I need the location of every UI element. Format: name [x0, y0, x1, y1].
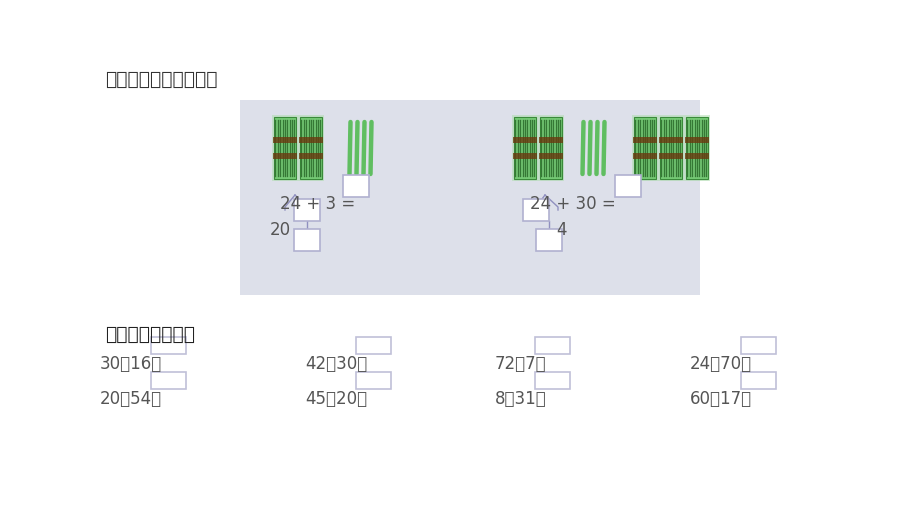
Text: 24 + 30 =: 24 + 30 = [529, 195, 615, 213]
Bar [538, 115, 563, 181]
Bar [539, 137, 562, 143]
Bar [356, 372, 391, 389]
Bar [539, 153, 562, 159]
Text: 60＋17＝: 60＋17＝ [689, 390, 752, 408]
Bar [632, 137, 656, 143]
Bar [294, 229, 320, 251]
Bar [356, 337, 391, 354]
Text: 20: 20 [269, 221, 290, 239]
Bar [514, 117, 536, 179]
Bar [685, 137, 709, 143]
Bar [522, 199, 549, 221]
Bar [536, 229, 562, 251]
Text: 24 + 3 =: 24 + 3 = [279, 195, 355, 213]
Bar [240, 100, 699, 295]
Text: 24＋70＝: 24＋70＝ [689, 355, 752, 373]
Bar [658, 153, 682, 159]
Bar [632, 153, 656, 159]
Text: 42＋30＝: 42＋30＝ [305, 355, 367, 373]
Bar [685, 153, 709, 159]
Bar [151, 337, 186, 354]
Text: 20＋54＝: 20＋54＝ [100, 390, 162, 408]
Text: 4: 4 [555, 221, 566, 239]
Bar [273, 137, 297, 143]
Bar [513, 153, 537, 159]
Bar [740, 337, 775, 354]
Bar [683, 115, 709, 181]
Bar [657, 115, 683, 181]
Text: 72＋7＝: 72＋7＝ [494, 355, 546, 373]
Bar [535, 372, 570, 389]
Bar [151, 372, 186, 389]
Bar [631, 115, 657, 181]
Bar [299, 153, 323, 159]
Bar [272, 115, 298, 181]
Bar [299, 137, 323, 143]
Bar [633, 117, 655, 179]
Bar [513, 137, 537, 143]
Bar [535, 337, 570, 354]
Text: 45＋20＝: 45＋20＝ [305, 390, 367, 408]
Bar [294, 199, 320, 221]
Bar [298, 115, 323, 181]
Text: 30＋16＝: 30＋16＝ [100, 355, 162, 373]
Bar [658, 137, 682, 143]
Text: 一、摆一摆，算一算。: 一、摆一摆，算一算。 [105, 70, 217, 89]
Bar [343, 175, 369, 197]
Bar [659, 117, 681, 179]
Bar [274, 117, 296, 179]
Text: 8＋31＝: 8＋31＝ [494, 390, 546, 408]
Bar [512, 115, 538, 181]
Bar [539, 117, 562, 179]
Bar [273, 153, 297, 159]
Bar [740, 372, 775, 389]
Text: 二、看谁算得对。: 二、看谁算得对。 [105, 325, 195, 344]
Bar [686, 117, 708, 179]
Bar [300, 117, 322, 179]
Bar [614, 175, 641, 197]
